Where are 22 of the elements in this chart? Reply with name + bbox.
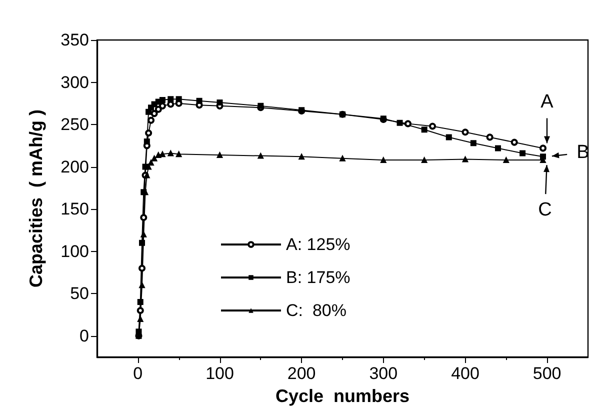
- y-tick-label: 100: [60, 242, 89, 261]
- legend-label: B: 175%: [286, 268, 350, 287]
- legend-label: A: 125%: [286, 235, 350, 254]
- y-tick-label: 300: [60, 72, 89, 92]
- y-tick-label: 50: [70, 284, 89, 304]
- x-tick-label: 100: [206, 364, 234, 383]
- y-axis-title: Capacities ( mAh/g ): [26, 109, 46, 288]
- x-tick-label: 500: [532, 364, 562, 383]
- x-tick-label: 400: [451, 364, 480, 383]
- x-tick-label: 200: [287, 364, 316, 383]
- x-axis-title: Cycle numbers: [275, 386, 410, 406]
- annotation: C: [538, 200, 552, 221]
- y-tick-label: 250: [60, 115, 89, 134]
- y-tick-label: 150: [60, 200, 89, 219]
- y-tick-label: 0: [80, 326, 89, 346]
- x-tick-label: 300: [369, 364, 398, 383]
- y-tick-label: 350: [60, 30, 89, 50]
- legend-label: C: 80%: [286, 301, 346, 320]
- y-tick-label: 200: [60, 157, 89, 176]
- annotation: A: [540, 92, 554, 113]
- annotation: B: [576, 142, 590, 164]
- x-tick-label: 0: [133, 364, 143, 383]
